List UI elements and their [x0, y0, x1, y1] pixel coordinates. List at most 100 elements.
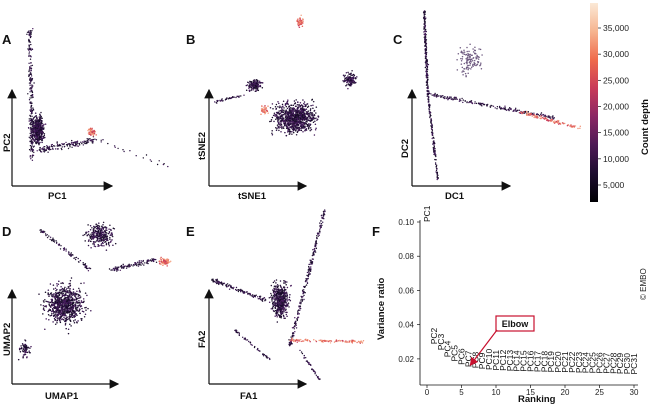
cell-point	[29, 87, 32, 90]
cell-point	[114, 266, 117, 268]
cell-point	[255, 86, 258, 88]
panel-a: A PC1 PC2	[2, 28, 169, 202]
cell-point	[428, 90, 430, 92]
cell-point	[30, 31, 32, 33]
cell-point	[93, 241, 95, 244]
cell-point	[300, 14, 302, 16]
cell-point	[78, 294, 81, 297]
cell-point	[78, 304, 81, 306]
cell-point	[51, 310, 54, 312]
cell-point	[473, 64, 476, 66]
cell-point	[277, 126, 279, 128]
cell-point	[43, 134, 46, 137]
cell-point	[89, 129, 92, 131]
cell-point	[91, 227, 93, 229]
cell-point	[59, 289, 61, 292]
cell-point	[38, 117, 41, 120]
cell-point	[128, 264, 130, 267]
cell-point	[56, 142, 58, 144]
scatter-c	[422, 10, 581, 181]
cell-point	[78, 289, 81, 291]
cell-point	[300, 122, 302, 124]
cell-point	[288, 344, 291, 346]
cell-point	[87, 244, 90, 247]
cell-point	[296, 19, 298, 22]
cell-point	[45, 148, 47, 150]
cell-point	[352, 82, 354, 84]
cell-point	[480, 67, 483, 70]
cell-point	[310, 119, 313, 122]
cell-point	[429, 112, 431, 114]
cell-point	[32, 154, 35, 157]
cell-point	[312, 117, 314, 120]
cell-point	[56, 285, 58, 287]
cell-point	[28, 75, 30, 77]
cell-point	[466, 46, 468, 49]
cell-point	[356, 76, 358, 78]
cell-point	[260, 108, 263, 110]
cell-point	[295, 123, 298, 126]
cell-point	[232, 96, 234, 98]
cell-point	[298, 116, 301, 118]
cell-point	[63, 146, 66, 148]
cell-point	[287, 99, 289, 101]
cell-point	[76, 145, 78, 147]
cell-point	[31, 148, 33, 150]
cell-point	[29, 156, 31, 158]
cell-point	[79, 312, 81, 315]
cell-point	[45, 318, 47, 320]
cell-point	[235, 96, 237, 99]
cell-point	[267, 105, 269, 107]
cell-point	[51, 303, 54, 306]
cell-point	[467, 68, 469, 71]
cell-point	[97, 224, 99, 227]
cell-point	[67, 328, 70, 331]
cell-point	[52, 288, 55, 290]
cell-point	[252, 81, 255, 83]
cell-point	[292, 108, 294, 111]
cell-point	[55, 295, 57, 298]
cell-point	[31, 77, 34, 80]
cell-point	[431, 126, 433, 129]
cell-point	[313, 134, 316, 136]
cell-point	[295, 113, 297, 115]
cell-point	[462, 99, 464, 101]
cell-point	[309, 111, 312, 113]
cell-point	[74, 299, 76, 301]
cell-point	[286, 116, 288, 118]
cell-point	[505, 109, 508, 112]
cell-point	[102, 242, 104, 245]
cell-point	[59, 143, 61, 146]
cell-point	[72, 306, 74, 309]
cell-point	[562, 122, 564, 124]
cell-point	[275, 129, 278, 132]
cell-point	[286, 296, 288, 298]
cell-point	[435, 155, 437, 158]
cell-point	[309, 269, 312, 271]
cell-point	[60, 300, 63, 302]
cell-point	[51, 146, 54, 148]
colorbar-tick-label: 35,000	[603, 23, 629, 33]
cell-point	[324, 209, 326, 211]
cell-point	[24, 343, 27, 346]
cell-point	[254, 90, 257, 92]
cell-point	[274, 315, 276, 317]
cell-point	[472, 63, 474, 66]
cell-point	[285, 112, 287, 114]
cell-point	[102, 223, 104, 226]
cell-point	[65, 320, 67, 323]
cell-point	[95, 134, 97, 136]
cell-point	[261, 105, 263, 107]
cell-point	[112, 244, 114, 246]
cell-point	[42, 300, 45, 302]
cell-point	[313, 249, 316, 251]
cell-point	[306, 280, 308, 282]
cell-point	[462, 101, 464, 104]
cell-point	[536, 115, 538, 117]
panel-d: D UMAP1 UMAP2	[2, 221, 172, 402]
cell-point	[34, 129, 37, 131]
cell-point	[540, 112, 543, 114]
cell-point	[504, 105, 506, 107]
cell-point	[87, 129, 89, 132]
cell-point	[76, 290, 78, 293]
